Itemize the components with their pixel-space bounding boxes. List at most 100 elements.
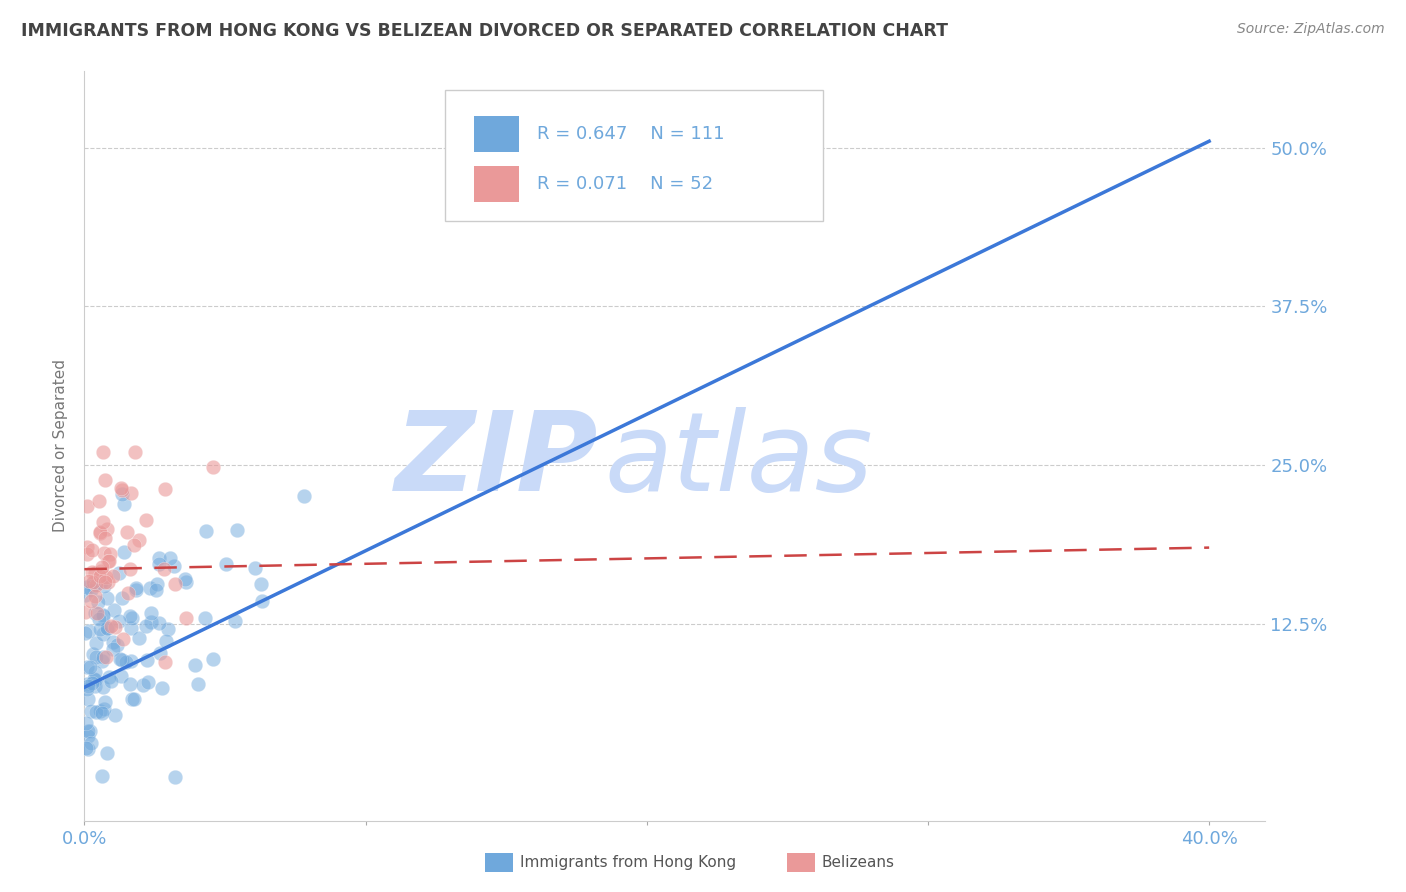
Point xyxy=(156,622,179,636)
Point xyxy=(93,473,115,487)
Point xyxy=(148,551,170,566)
Point xyxy=(139,606,162,620)
Point xyxy=(77,741,100,756)
Point xyxy=(83,673,105,687)
Point xyxy=(80,704,103,718)
Point xyxy=(76,540,98,554)
Point xyxy=(77,624,100,638)
Point xyxy=(100,619,122,633)
Point xyxy=(82,647,104,661)
Point xyxy=(100,674,122,689)
Point xyxy=(104,707,127,722)
FancyBboxPatch shape xyxy=(444,90,823,221)
Point xyxy=(90,768,112,782)
Point xyxy=(250,594,273,608)
Point xyxy=(184,658,207,673)
Point xyxy=(163,559,186,574)
Point xyxy=(111,632,134,646)
Point xyxy=(77,729,100,743)
Point xyxy=(84,665,107,680)
Point xyxy=(94,570,117,584)
Point xyxy=(108,566,131,580)
Point xyxy=(139,582,162,596)
Point xyxy=(96,746,118,760)
Point xyxy=(76,724,98,739)
Point xyxy=(79,724,101,739)
Point xyxy=(90,564,112,578)
Point xyxy=(76,547,98,561)
Point xyxy=(124,581,146,595)
Point xyxy=(73,625,96,640)
Point xyxy=(110,481,132,495)
Point xyxy=(96,621,118,635)
Point xyxy=(135,619,157,633)
Text: Source: ZipAtlas.com: Source: ZipAtlas.com xyxy=(1237,22,1385,37)
Point xyxy=(94,532,117,546)
Point xyxy=(86,595,108,609)
Point xyxy=(83,672,105,686)
Point xyxy=(89,705,111,719)
Point xyxy=(86,636,108,650)
Point xyxy=(86,607,108,621)
Point xyxy=(124,444,146,458)
Point xyxy=(93,694,115,708)
Point xyxy=(243,561,266,575)
Point xyxy=(139,615,162,629)
Point xyxy=(112,545,135,559)
Point xyxy=(80,676,103,690)
Point xyxy=(155,634,177,648)
Point xyxy=(93,579,115,593)
Point xyxy=(93,546,115,560)
Point xyxy=(76,682,98,697)
Point xyxy=(112,497,135,511)
Point xyxy=(98,554,121,568)
Point xyxy=(91,560,114,574)
Point xyxy=(75,741,97,756)
Point xyxy=(89,526,111,541)
Point xyxy=(128,631,150,645)
Point xyxy=(194,611,217,625)
Point xyxy=(96,522,118,536)
Point xyxy=(187,677,209,691)
Point xyxy=(80,736,103,750)
Point xyxy=(111,483,134,497)
Point xyxy=(120,654,142,668)
Point xyxy=(77,574,100,588)
Point xyxy=(89,622,111,636)
Point xyxy=(96,591,118,605)
Point xyxy=(110,668,132,682)
Point xyxy=(80,577,103,591)
Point xyxy=(91,515,114,529)
Point xyxy=(105,638,128,652)
Point xyxy=(96,649,118,664)
Point xyxy=(90,654,112,668)
Point xyxy=(118,677,141,691)
Point xyxy=(174,611,197,625)
Point xyxy=(148,615,170,630)
Point xyxy=(111,487,134,501)
Point xyxy=(80,593,103,607)
Point xyxy=(91,608,114,623)
Point xyxy=(76,692,98,706)
Point xyxy=(101,635,124,649)
Point xyxy=(108,614,131,628)
Point xyxy=(89,525,111,540)
Point xyxy=(145,582,167,597)
Point xyxy=(120,621,142,635)
Point xyxy=(215,557,238,571)
Point xyxy=(97,574,120,589)
Text: ZIP: ZIP xyxy=(395,408,598,515)
Point xyxy=(163,577,186,591)
Point xyxy=(145,576,167,591)
Point xyxy=(100,547,122,561)
Point xyxy=(93,649,115,664)
Point xyxy=(148,557,170,571)
Point xyxy=(91,626,114,640)
Point xyxy=(90,706,112,720)
Point xyxy=(90,575,112,590)
Point xyxy=(122,692,145,706)
Point xyxy=(111,653,134,667)
Point xyxy=(155,655,177,669)
Text: R = 0.647    N = 111: R = 0.647 N = 111 xyxy=(537,125,724,143)
Point xyxy=(87,612,110,626)
